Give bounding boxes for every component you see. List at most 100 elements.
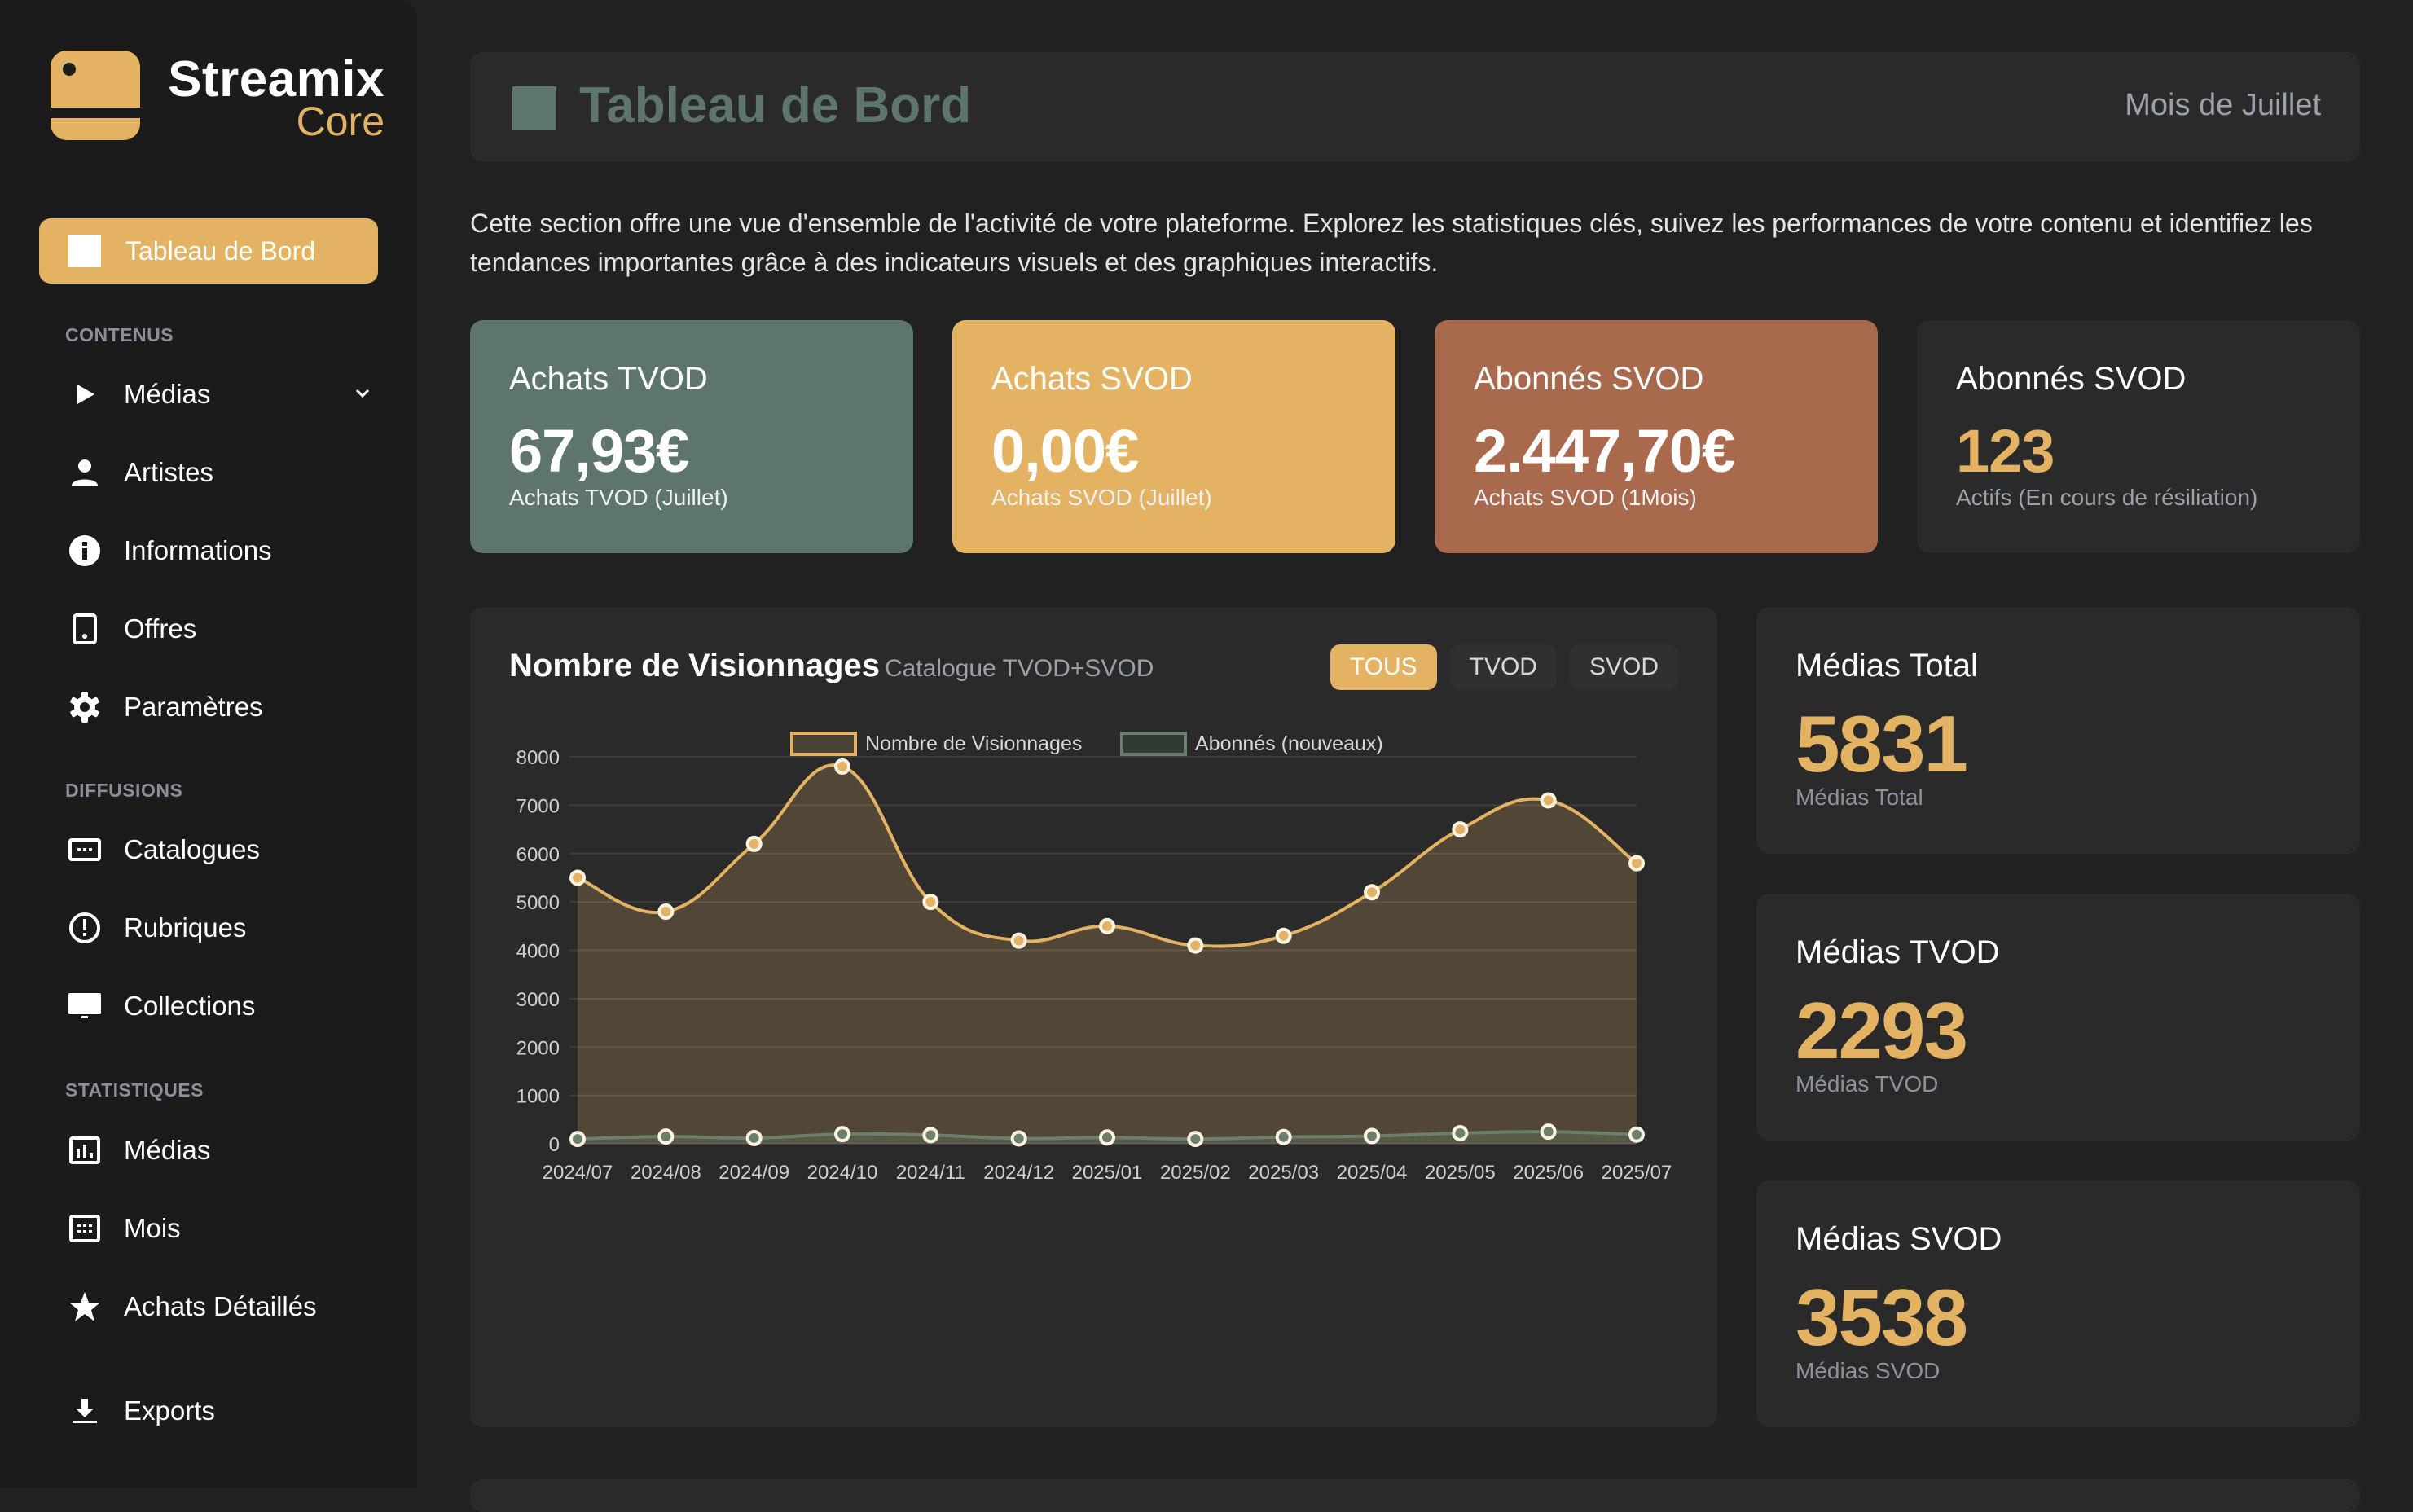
sidebar-item-collections[interactable]: Collections — [65, 982, 375, 1031]
stat-title: Médias TVOD — [1795, 934, 2000, 970]
sidebar-item-medias[interactable]: Médias — [65, 370, 375, 419]
sidebar-item-catalogues[interactable]: Catalogues — [65, 825, 375, 874]
legend-swatch[interactable] — [790, 732, 857, 756]
dashboard-icon — [68, 235, 101, 267]
line-chart[interactable]: Nombre de Visionnages Abonnés (nouveaux) 0… — [470, 705, 1717, 1422]
chevron-down-icon[interactable] — [350, 381, 375, 410]
stat-subtitle: Médias TVOD — [1795, 1071, 1939, 1097]
data-point[interactable] — [745, 1129, 763, 1146]
stat-card-medias-svod: Médias SVOD 3538 Médias SVOD — [1756, 1180, 2360, 1427]
x-tick-label: 2024/09 — [719, 1162, 789, 1184]
y-tick-label: 7000 — [516, 795, 560, 817]
data-point[interactable] — [1099, 1129, 1115, 1146]
stat-value: 5831 — [1795, 699, 1968, 789]
data-point[interactable] — [1628, 1126, 1645, 1143]
legend-swatch[interactable] — [1120, 732, 1187, 756]
sidebar-item-rubriques[interactable]: Rubriques — [65, 903, 375, 952]
kpi-value: 2.447,70€ — [1474, 417, 1735, 485]
brand-name: Streamix — [168, 51, 385, 108]
sidebar-item-achats-detailles[interactable]: Achats Détaillés — [65, 1282, 375, 1331]
kpi-title: Abonnés SVOD — [1474, 361, 1704, 397]
filter-tous-button[interactable]: TOUS — [1330, 644, 1437, 690]
gear-icon — [65, 688, 104, 727]
kpi-title: Achats SVOD — [991, 361, 1193, 397]
y-tick-label: 8000 — [516, 747, 560, 769]
stat-subtitle: Médias SVOD — [1795, 1358, 1941, 1383]
kpi-card-abonnes-svod-revenue: Abonnés SVOD 2.447,70€ Achats SVOD (1Moi… — [1435, 320, 1878, 553]
x-tick-label: 2024/10 — [807, 1162, 878, 1184]
brand-sub: Core — [296, 99, 385, 144]
kpi-card-achats-svod: Achats SVOD 0,00€ Achats SVOD (Juillet) — [952, 320, 1395, 553]
x-tick-label: 2025/02 — [1160, 1162, 1231, 1184]
sidebar: Streamix Core Tableau de Bord CONTENUS M… — [0, 0, 417, 1488]
page-title: Tableau de Bord — [579, 77, 972, 134]
sidebar-item-informations[interactable]: Informations — [65, 526, 375, 575]
stat-title: Médias SVOD — [1795, 1221, 2002, 1257]
kpi-value: 67,93€ — [509, 417, 689, 485]
data-point[interactable] — [657, 903, 675, 920]
data-point[interactable] — [657, 1128, 675, 1145]
data-point[interactable] — [1187, 937, 1204, 954]
sidebar-item-label: Offres — [124, 613, 197, 644]
chart-legend: Nombre de Visionnages Abonnés (nouveaux) — [790, 732, 1383, 756]
logo-icon — [51, 51, 140, 140]
chart-filter-group: TOUS TVOD SVOD — [1330, 644, 1678, 690]
sidebar-item-mois[interactable]: Mois — [65, 1204, 375, 1253]
monitor-icon — [65, 987, 104, 1026]
dashboard-icon — [512, 86, 556, 130]
sidebar-item-label: Informations — [124, 535, 272, 565]
y-tick-label: 6000 — [516, 844, 560, 866]
sidebar-item-stats-medias[interactable]: Médias — [65, 1126, 375, 1175]
calendar-icon — [65, 1209, 104, 1248]
x-tick-label: 2024/12 — [983, 1162, 1054, 1184]
data-point[interactable] — [569, 869, 586, 886]
kpi-subtitle: Achats TVOD (Juillet) — [509, 485, 728, 510]
section-diffusions: DIFFUSIONS — [65, 780, 183, 801]
filter-svod-button[interactable]: SVOD — [1569, 644, 1678, 690]
alert-circle-icon — [65, 908, 104, 947]
data-point[interactable] — [1099, 917, 1115, 934]
brand-logo[interactable]: Streamix Core — [51, 51, 385, 144]
data-point[interactable] — [834, 1126, 850, 1143]
data-point[interactable] — [922, 894, 939, 911]
filter-tvod-button[interactable]: TVOD — [1449, 644, 1557, 690]
data-point[interactable] — [1452, 1124, 1469, 1141]
sidebar-item-artistes[interactable]: Artistes — [65, 448, 375, 497]
chart-card-visionnages: Nombre de Visionnages Catalogue TVOD+SVOD… — [470, 607, 1717, 1427]
sidebar-item-parametres[interactable]: Paramètres — [65, 683, 375, 732]
sidebar-item-label: Paramètres — [124, 692, 263, 722]
x-tick-label: 2024/11 — [896, 1162, 965, 1184]
data-point[interactable] — [1010, 1130, 1027, 1147]
catalog-icon — [65, 830, 104, 869]
data-point[interactable] — [834, 758, 850, 775]
period-label: Mois de Juillet — [2125, 88, 2321, 122]
sidebar-item-tableau-de-bord[interactable]: Tableau de Bord — [39, 218, 378, 284]
data-point[interactable] — [1187, 1131, 1204, 1148]
x-tick-label: 2024/07 — [543, 1162, 613, 1184]
sidebar-item-exports[interactable]: Exports — [65, 1387, 375, 1435]
sidebar-item-label: Médias — [124, 379, 211, 409]
data-point[interactable] — [1010, 932, 1027, 949]
data-point[interactable] — [1540, 1123, 1557, 1141]
data-point[interactable] — [1628, 855, 1645, 872]
sidebar-item-offres[interactable]: Offres — [65, 604, 375, 653]
area-fill — [578, 765, 1637, 1144]
next-section-card — [470, 1479, 2360, 1512]
data-point[interactable] — [1364, 884, 1380, 901]
y-tick-label: 2000 — [516, 1037, 560, 1059]
data-point[interactable] — [1364, 1127, 1380, 1145]
data-point[interactable] — [922, 1127, 939, 1144]
y-tick-label: 4000 — [516, 941, 560, 963]
data-point[interactable] — [1452, 821, 1469, 838]
data-point[interactable] — [569, 1131, 586, 1148]
x-tick-label: 2024/08 — [631, 1162, 701, 1184]
stat-value: 2293 — [1795, 986, 1968, 1075]
data-point[interactable] — [1540, 792, 1557, 809]
info-icon — [65, 531, 104, 570]
data-point[interactable] — [1275, 927, 1292, 944]
stat-card-medias-total: Médias Total 5831 Médias Total — [1756, 607, 2360, 854]
y-tick-label: 5000 — [516, 892, 560, 914]
data-point[interactable] — [745, 835, 763, 852]
y-tick-label: 3000 — [516, 989, 560, 1011]
data-point[interactable] — [1275, 1128, 1292, 1145]
